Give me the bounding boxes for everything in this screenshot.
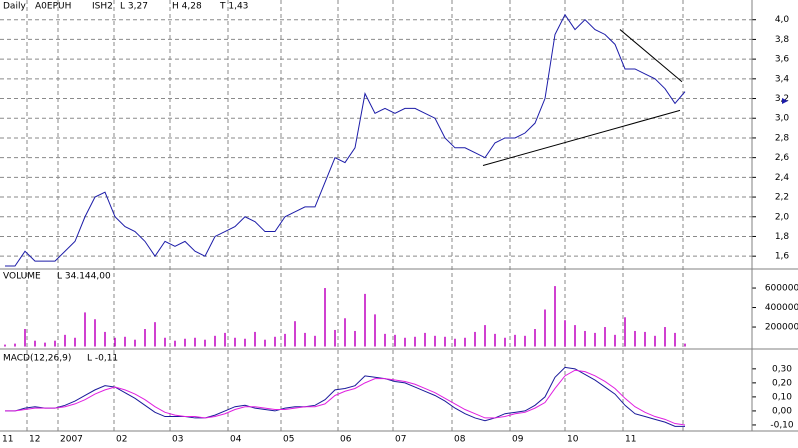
y-tick-label: 0,30 — [772, 364, 792, 374]
y-tick-label: 600000 — [765, 284, 798, 294]
panel-header: A0EPUH — [35, 2, 71, 12]
x-tick-label: 04 — [230, 435, 242, 445]
y-tick-label: 2,6 — [775, 153, 790, 163]
price-line — [5, 13, 686, 267]
y-tick-label: 3,8 — [775, 35, 790, 45]
x-tick-label: 09 — [512, 435, 524, 445]
y-tick-label: 3,0 — [775, 114, 790, 124]
y-tick-label: 2,4 — [775, 173, 790, 183]
x-tick-label: 2007 — [60, 435, 83, 445]
panel-header: ISH2 — [92, 2, 113, 12]
x-tick-label: 06 — [340, 435, 352, 445]
y-tick-label: 2,2 — [775, 193, 789, 203]
macd-line — [5, 366, 685, 427]
x-tick-label: 11 — [2, 435, 13, 445]
y-tick-label: 0,20 — [772, 378, 792, 388]
y-tick-label: 1,6 — [775, 252, 790, 262]
y-tick-label: 400000 — [765, 303, 798, 313]
x-tick-label: 05 — [283, 435, 294, 445]
panel-header: L 3,27 — [120, 2, 148, 12]
y-tick-label: 200000 — [765, 323, 798, 333]
x-tick-label: 02 — [116, 435, 127, 445]
x-tick-label: 08 — [454, 435, 466, 445]
y-tick-label: 2,0 — [775, 212, 790, 222]
y-tick-label: 2,8 — [775, 133, 790, 143]
panel-header: T 1,43 — [219, 2, 248, 12]
x-tick-label: 10 — [567, 435, 579, 445]
last-value-arrow — [782, 98, 788, 104]
y-tick-label: 3,4 — [775, 74, 790, 84]
x-tick-label: 03 — [172, 435, 183, 445]
x-tick-label: 11 — [625, 435, 636, 445]
y-tick-label: -0,10 — [770, 420, 794, 430]
x-tick-label: 12 — [29, 435, 40, 445]
y-tick-label: 3,6 — [775, 55, 790, 65]
x-tick-label: 07 — [395, 435, 406, 445]
panel-header: L -0,11 — [87, 354, 118, 364]
y-tick-label: 4,0 — [775, 15, 790, 25]
y-tick-label: 0,10 — [772, 392, 792, 402]
macd-line — [5, 369, 686, 426]
y-tick-label: 1,8 — [775, 232, 790, 242]
panel-header: VOLUME — [3, 272, 41, 282]
panel-header: H 4,28 — [172, 2, 202, 12]
trendline — [619, 29, 683, 83]
panel-header: Daily — [3, 2, 26, 12]
panel-header: L 34.144,00 — [57, 272, 111, 282]
y-tick-label: 0,00 — [772, 406, 792, 416]
trendline — [482, 109, 681, 167]
panel-header: MACD(12,26,9) — [3, 354, 71, 364]
